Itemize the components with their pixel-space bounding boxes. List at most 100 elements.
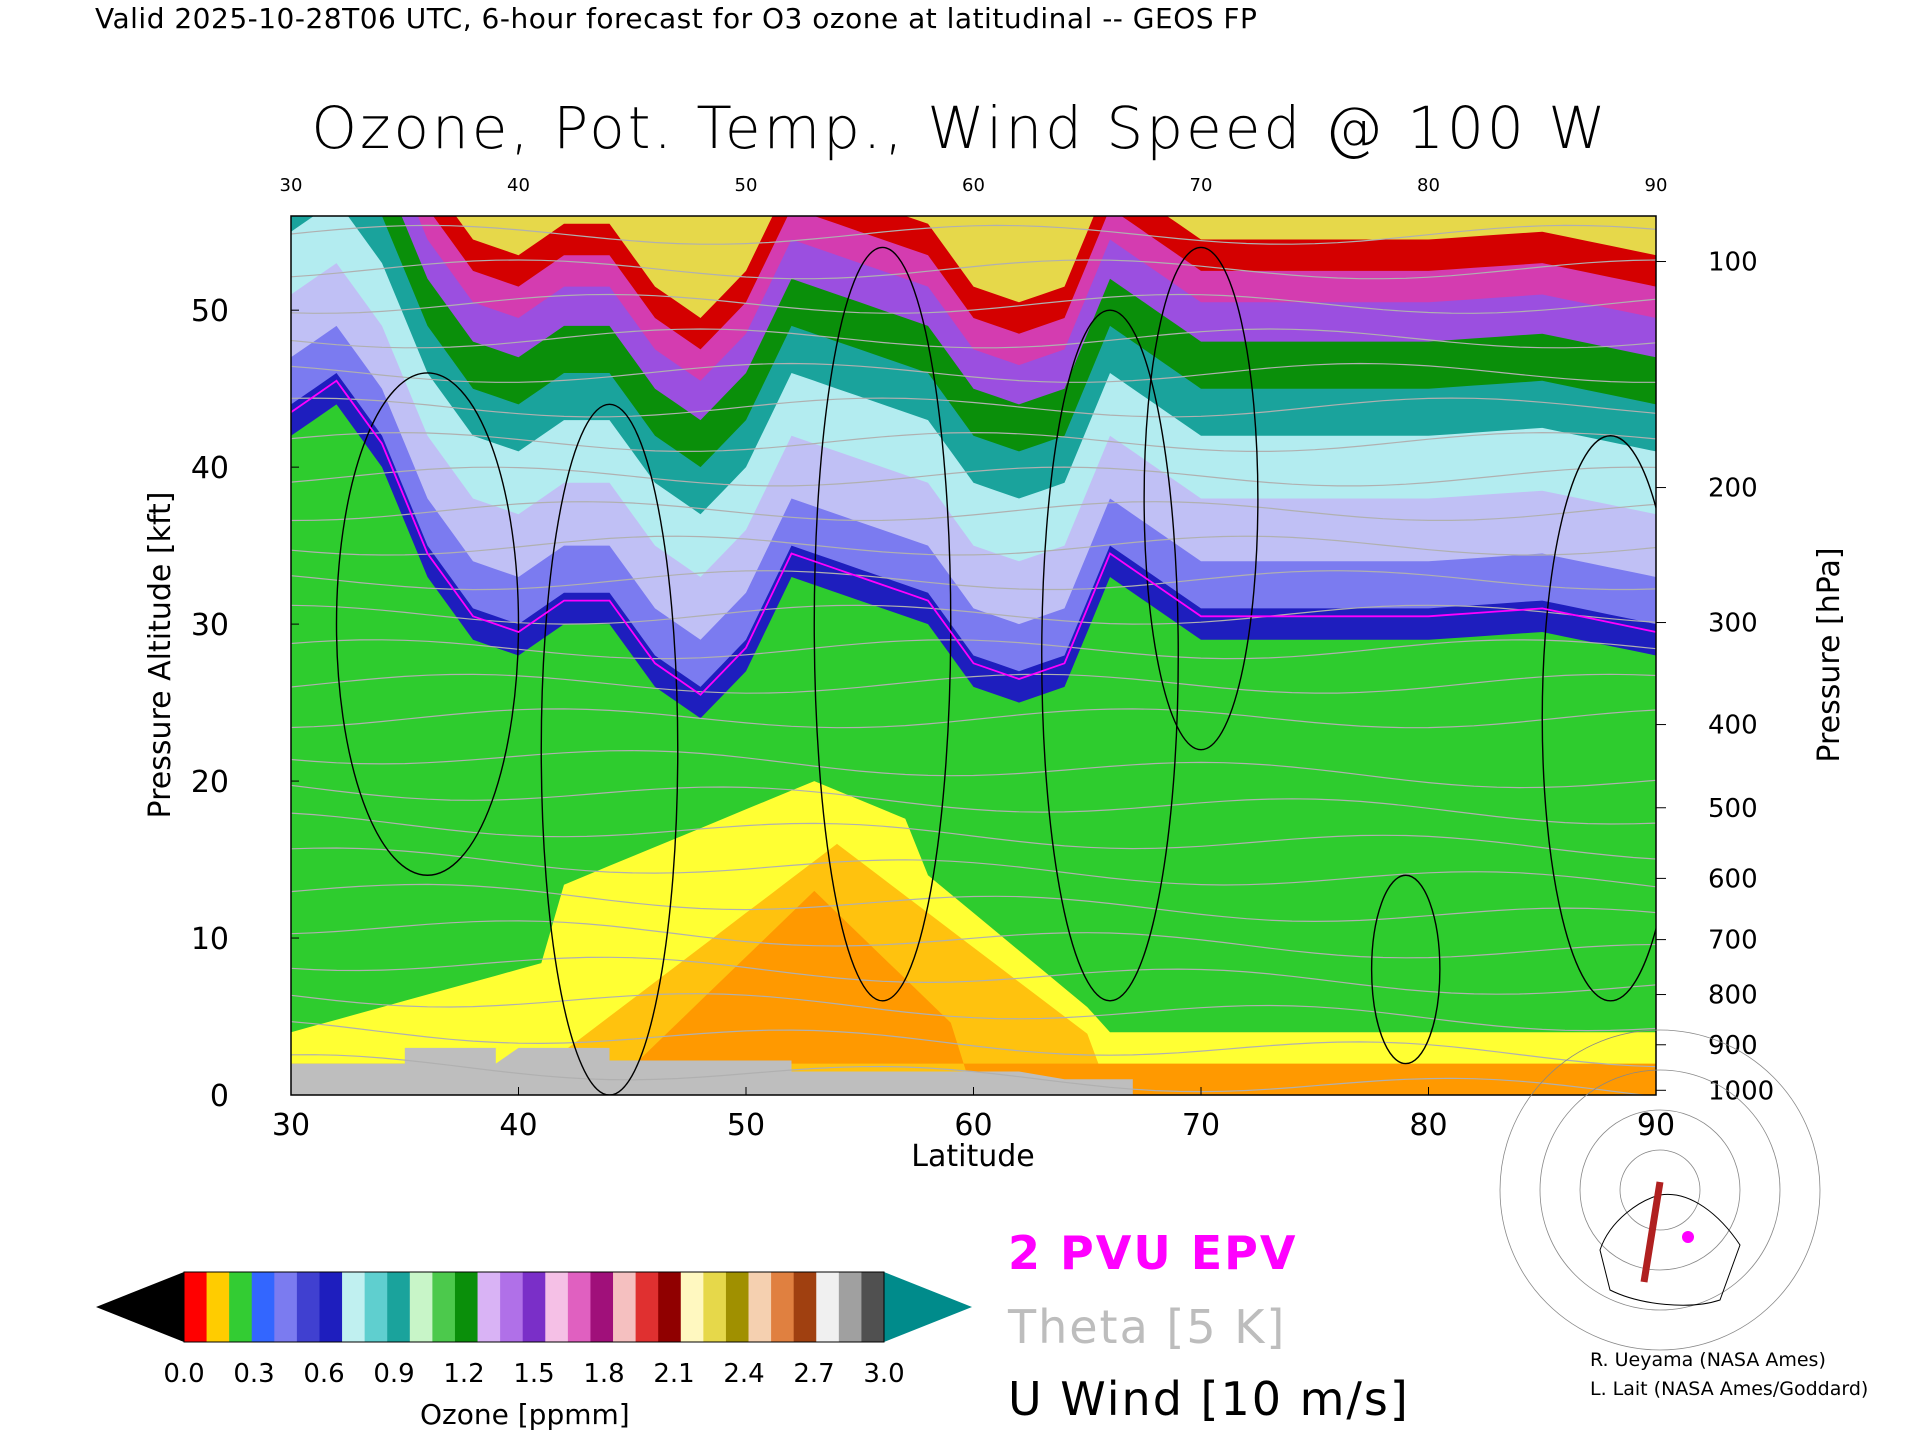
colorbar-low-arrow — [96, 1272, 184, 1342]
x-tick-label: 50 — [727, 1108, 765, 1143]
colorbar-cell — [454, 1272, 479, 1342]
p-tick-label: 700 — [1708, 926, 1758, 956]
y-tick-label: 0 — [210, 1079, 229, 1114]
band-gold — [291, 843, 1656, 1095]
colorbar-tick-label: 2.4 — [723, 1359, 764, 1389]
uwind-contour — [540, 403, 679, 1095]
theta-line — [291, 993, 1656, 1032]
theta-line — [291, 920, 1656, 959]
legend-uwind: U Wind [10 m/s] — [1008, 1372, 1410, 1426]
theta-line — [291, 1054, 1650, 1095]
legend-epv: 2 PVU EPV — [1008, 1226, 1298, 1280]
colorbar-cell — [364, 1272, 388, 1342]
colorbar-tick-label: 0.9 — [373, 1359, 414, 1389]
x-tick-label: 80 — [1409, 1108, 1447, 1143]
uwind-contours — [335, 246, 1656, 1095]
terrain — [291, 1047, 1133, 1095]
colorbar-cell — [725, 1272, 750, 1342]
top-tick-label: 50 — [735, 175, 758, 196]
colorbar: 0.0 0.3 0.6 0.9 1.2 1.5 1.8 2.1 2.4 2.7 3.0 — [96, 1271, 972, 1389]
colorbar-cell — [748, 1272, 772, 1342]
theta-contours — [291, 224, 1656, 1095]
p-tick-label: 800 — [1708, 981, 1758, 1011]
ozone-field — [291, 216, 1656, 1095]
y-tick-label: 50 — [191, 294, 229, 329]
top-tick-label: 80 — [1417, 175, 1440, 196]
y-axis-label-right: Pressure [hPa] — [1812, 547, 1847, 762]
theta-line — [291, 883, 1656, 923]
colorbar-cell — [793, 1272, 817, 1342]
colorbar-cell — [500, 1272, 524, 1342]
uwind-contour — [1541, 435, 1656, 1002]
colorbar-cell — [613, 1272, 637, 1342]
y-tick-label: 30 — [191, 608, 229, 643]
colorbar-cell — [229, 1272, 253, 1342]
theta-line — [291, 224, 1656, 245]
x-tick-label: 30 — [272, 1108, 310, 1143]
theta-line — [291, 847, 1656, 888]
theta-line — [291, 328, 1656, 349]
colorbar-cell — [838, 1272, 862, 1342]
uwind-contour — [1041, 309, 1179, 1002]
y-tick-label: 40 — [191, 451, 229, 486]
theta-line — [291, 362, 1656, 383]
theta-line — [291, 466, 1656, 487]
x-tick-label: 90 — [1637, 1108, 1675, 1143]
minimap-section-line — [1640, 1181, 1664, 1283]
chart-title: Ozone, Pot. Temp., Wind Speed @ 100 W — [311, 94, 1609, 162]
location-minimap — [1499, 1029, 1821, 1351]
top-tick-label: 70 — [1190, 175, 1213, 196]
colorbar-label: Ozone [ppmm] — [420, 1398, 630, 1431]
strat-layer — [455, 216, 1656, 318]
p-tick-label: 300 — [1708, 609, 1758, 639]
colorbar-cell — [184, 1272, 208, 1342]
credit-line-2: L. Lait (NASA Ames/Goddard) — [1590, 1378, 1869, 1400]
colorbar-tick-label: 0.6 — [303, 1359, 344, 1389]
colorbar-tick-label: 3.0 — [863, 1359, 904, 1389]
colorbar-cell — [567, 1272, 591, 1342]
x-tick-label: 40 — [499, 1108, 537, 1143]
theta-line — [291, 397, 1656, 418]
x-tick-label: 70 — [1182, 1108, 1220, 1143]
colorbar-tick-label: 2.7 — [793, 1359, 834, 1389]
colorbar-cell — [274, 1272, 298, 1342]
colorbar-cell — [635, 1272, 659, 1342]
uwind-contour — [1370, 874, 1441, 1065]
colorbar-tick-label: 1.2 — [443, 1359, 484, 1389]
valid-time-header: Valid 2025-10-28T06 UTC, 6-hour forecast… — [95, 2, 1258, 35]
minimap-marker — [1682, 1231, 1694, 1243]
colorbar-cell — [590, 1272, 614, 1342]
minimap-parallel — [1579, 1109, 1741, 1271]
terrain-fill — [291, 1047, 1133, 1095]
colorbar-cell — [545, 1272, 569, 1342]
colorbar-tick-label: 1.5 — [513, 1359, 554, 1389]
x-tick-label: 60 — [954, 1108, 992, 1143]
colorbar-cell — [703, 1272, 727, 1342]
colorbar-cell — [409, 1272, 433, 1342]
colorbar-cell — [206, 1272, 230, 1342]
x-axis-label: Latitude — [911, 1139, 1034, 1174]
p-tick-label: 200 — [1708, 474, 1758, 504]
colorbar-cell — [342, 1272, 366, 1342]
minimap-coastline — [1599, 1193, 1741, 1306]
minimap-parallel — [1619, 1149, 1701, 1231]
legend-theta: Theta [5 K] — [1008, 1300, 1287, 1354]
top-tick-label: 60 — [962, 175, 985, 196]
top-tick-label: 30 — [280, 175, 303, 196]
colorbar-cell — [432, 1272, 456, 1342]
colorbar-cell — [522, 1272, 546, 1342]
theta-line — [291, 535, 1656, 556]
theta-line — [291, 293, 1656, 314]
uwind-contour — [335, 372, 520, 876]
y-tick-label: 20 — [191, 765, 229, 800]
theta-line — [291, 431, 1656, 453]
colorbar-cell — [387, 1272, 411, 1342]
colorbar-tick-label: 0.3 — [233, 1359, 274, 1389]
colorbar-cell — [680, 1272, 704, 1342]
colorbar-frame — [183, 1271, 885, 1343]
theta-line — [291, 708, 1656, 729]
theta-line — [291, 673, 1656, 694]
colorbar-high-arrow — [884, 1272, 972, 1342]
theta-line — [291, 259, 1656, 280]
